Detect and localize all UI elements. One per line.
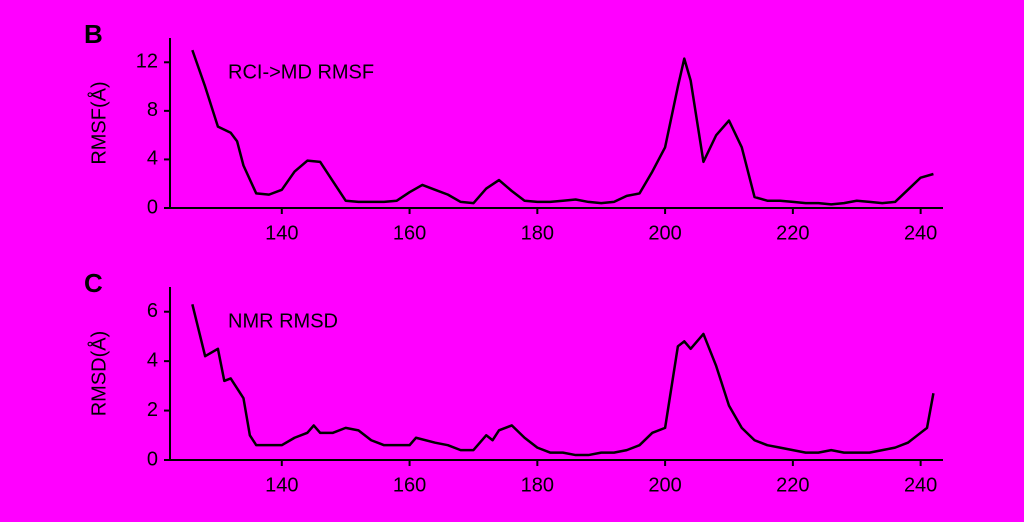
annotation: NMR RMSD [228, 310, 338, 332]
x-tick-label: 140 [265, 222, 298, 244]
y-tick-label: 6 [147, 300, 158, 322]
y-axis-label: RMSF(Å) [87, 81, 110, 164]
x-tick-label: 240 [904, 222, 937, 244]
x-tick-label: 200 [648, 222, 681, 244]
y-tick-label: 12 [136, 51, 158, 73]
x-tick-label: 200 [648, 474, 681, 496]
panel-label: B [84, 19, 103, 49]
panel-label: C [84, 268, 103, 298]
y-axis-label: RMSD(Å) [87, 331, 110, 417]
y-tick-label: 4 [147, 349, 158, 371]
y-tick-label: 0 [147, 448, 158, 470]
x-tick-label: 180 [521, 474, 554, 496]
x-tick-label: 220 [776, 222, 809, 244]
y-tick-label: 2 [147, 399, 158, 421]
x-tick-label: 140 [265, 474, 298, 496]
y-tick-label: 8 [147, 99, 158, 121]
x-tick-label: 180 [521, 222, 554, 244]
x-tick-label: 240 [904, 474, 937, 496]
y-tick-label: 0 [147, 196, 158, 218]
data-line [191, 304, 935, 457]
data-line [191, 49, 934, 206]
y-tick-label: 4 [147, 148, 158, 170]
x-tick-label: 160 [393, 222, 426, 244]
x-tick-label: 160 [393, 474, 426, 496]
x-tick-label: 220 [776, 474, 809, 496]
annotation: RCI->MD RMSF [228, 61, 374, 83]
